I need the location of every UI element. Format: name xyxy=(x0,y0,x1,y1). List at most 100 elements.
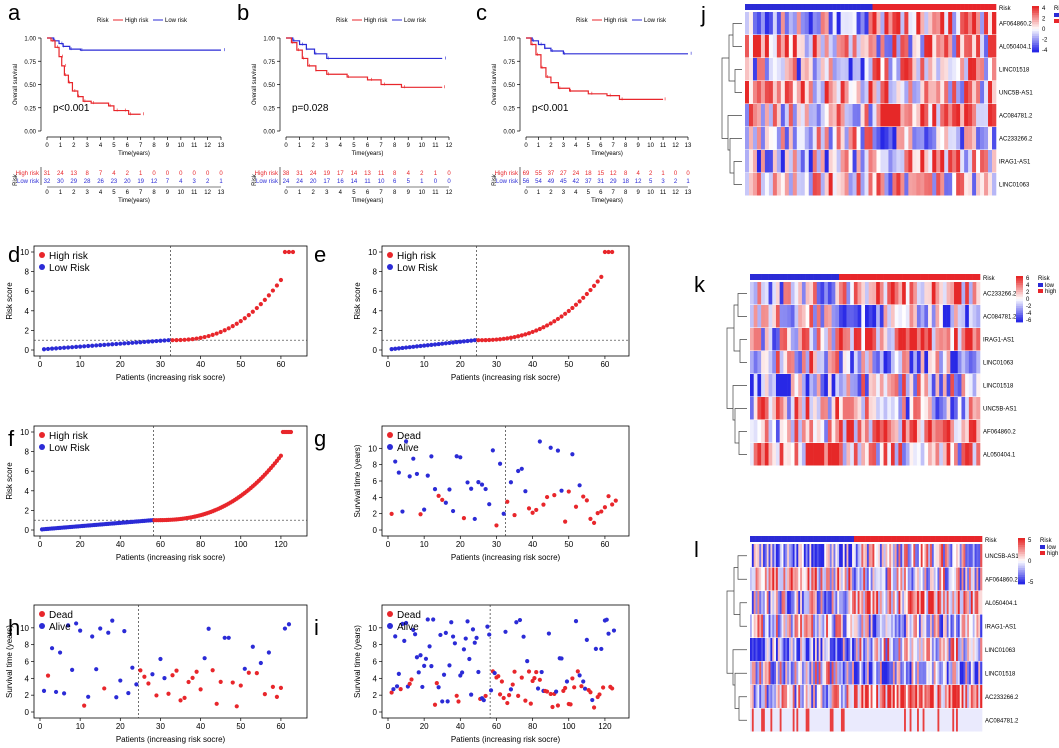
heatmap-cell xyxy=(961,638,964,661)
heatmap-cell xyxy=(855,591,858,614)
heatmap-cell xyxy=(759,591,762,614)
heatmap-cell xyxy=(856,35,861,58)
x-tick-label: 120 xyxy=(274,540,288,549)
heatmap-cell xyxy=(828,104,833,127)
heatmap-cell xyxy=(755,708,758,732)
x-tick-label: 13 xyxy=(685,143,692,149)
heatmap-cell xyxy=(904,685,907,708)
risk-bar-cell xyxy=(788,536,792,542)
heatmap-cell xyxy=(913,282,918,305)
heatmap-cell xyxy=(820,104,825,127)
heatmap-cell xyxy=(859,661,862,685)
gene-label: AF064860.2 xyxy=(999,22,1032,28)
heatmap-cell xyxy=(898,305,903,328)
risk-bar-cell xyxy=(865,274,870,280)
heatmap-cell xyxy=(961,397,966,420)
heatmap-cell xyxy=(766,685,769,708)
risk-point xyxy=(537,326,542,332)
heatmap-cell xyxy=(820,58,825,81)
heatmap-cell xyxy=(940,35,945,58)
heatmap-cell xyxy=(948,81,953,104)
risk-x-tick: 1 xyxy=(298,190,302,196)
heatmap-cell xyxy=(941,591,944,614)
heatmap-cell xyxy=(944,35,949,58)
risk-point xyxy=(278,453,284,458)
heatmap-cell xyxy=(892,661,896,685)
heatmap-cell xyxy=(831,638,834,661)
heatmap-cell xyxy=(928,591,931,614)
survival-point xyxy=(106,630,111,635)
heatmap-cell xyxy=(750,351,755,374)
risk-x-tick: 2 xyxy=(549,190,553,196)
heatmap-cell xyxy=(859,708,862,732)
heatmap-cell xyxy=(967,661,970,685)
risk-bar-cell xyxy=(889,536,892,542)
heatmap-cell xyxy=(762,685,766,708)
risk-bar-cell xyxy=(775,536,779,542)
heatmap-cell xyxy=(946,443,951,466)
heatmap-cell xyxy=(857,685,860,708)
survival-point xyxy=(452,641,457,646)
risk-count-low: 3 xyxy=(193,179,197,185)
heatmap-cell xyxy=(930,708,933,732)
heatmap-cell xyxy=(818,567,821,591)
heatmap-cell xyxy=(911,544,914,567)
risk-table-label: Risk xyxy=(13,173,19,186)
heatmap-cell xyxy=(922,567,925,591)
risk-bar-cell xyxy=(909,274,914,280)
heatmap-cell xyxy=(753,708,756,732)
heatmap-cell xyxy=(918,591,922,614)
x-tick-label: 6 xyxy=(599,143,603,149)
heatmap-cell xyxy=(939,591,942,614)
heatmap-cell xyxy=(948,567,951,591)
heatmap-cell xyxy=(790,567,793,591)
survival-point xyxy=(422,663,427,669)
heatmap-cell xyxy=(790,282,795,305)
heatmap-cell xyxy=(840,173,845,196)
heatmap-cell xyxy=(788,708,792,732)
risk-bar-cell xyxy=(944,4,949,10)
heatmap-cell xyxy=(900,173,905,196)
x-tick-label: 12 xyxy=(204,143,211,149)
risk-point xyxy=(174,338,179,343)
heatmap-cell xyxy=(968,305,973,328)
risk-x-tick: 1 xyxy=(59,190,63,196)
heatmap-cell xyxy=(768,58,774,81)
survival-point xyxy=(447,663,452,668)
risk-point xyxy=(278,277,284,283)
heatmap-cell xyxy=(768,104,774,127)
heatmap-cell xyxy=(928,567,931,591)
heatmap-cell xyxy=(944,104,949,127)
gene-label: LINC01518 xyxy=(983,384,1014,390)
risk-bar-cell xyxy=(944,536,948,542)
heatmap-cell xyxy=(816,638,819,661)
survival-point xyxy=(474,635,479,640)
heatmap-cell xyxy=(976,12,981,35)
heatmap-cell xyxy=(807,685,810,708)
heatmap-cell xyxy=(884,127,889,150)
heatmap-cell xyxy=(946,420,951,443)
risk-point xyxy=(526,331,532,336)
heatmap-cell xyxy=(824,305,829,328)
heatmap-cell xyxy=(813,591,816,614)
heatmap-cell xyxy=(835,443,840,466)
survival-point xyxy=(41,688,47,693)
heatmap-cell xyxy=(902,685,905,708)
risk-bar-cell xyxy=(833,536,836,542)
heatmap-cell xyxy=(880,127,885,150)
x-tick-label: 60 xyxy=(276,360,285,369)
risk-bar-cell xyxy=(942,274,947,280)
heatmap-cell xyxy=(917,591,920,614)
heatmap-cell xyxy=(943,614,946,638)
risk-bar-cell xyxy=(844,4,849,10)
risk-bar-cell xyxy=(813,274,818,280)
risk-point xyxy=(472,338,477,343)
risk-x-tick: 8 xyxy=(152,190,156,196)
gene-label: IRAG1-AS1 xyxy=(985,624,1017,630)
risk-count-low: 3 xyxy=(661,179,665,185)
risk-point xyxy=(218,329,223,335)
risk-point xyxy=(158,338,163,343)
heatmap-cell xyxy=(790,614,793,638)
heatmap-cell xyxy=(892,58,897,81)
